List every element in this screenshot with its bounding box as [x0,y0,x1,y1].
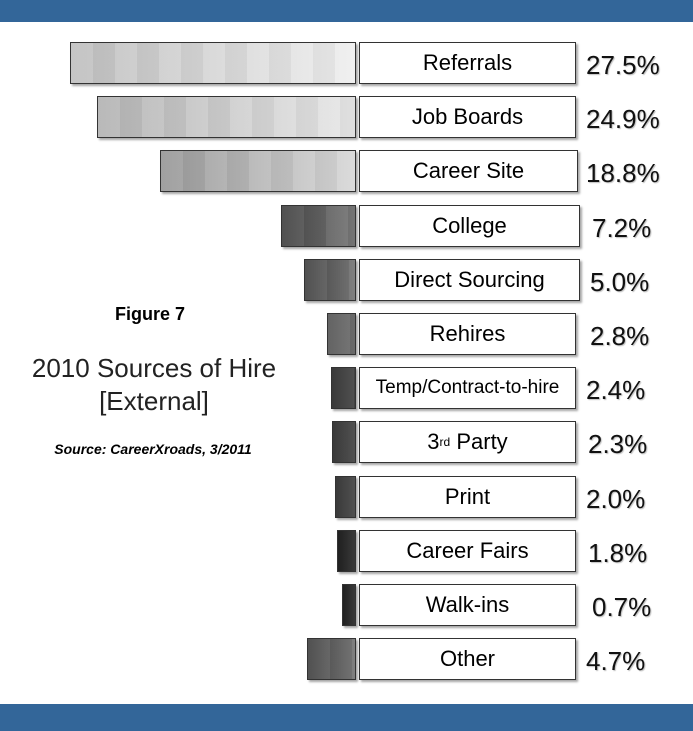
value-label: 2.0% [586,483,646,514]
bar-direct-sourcing [304,259,356,301]
bar-referrals [70,42,356,84]
category-label: Job Boards [359,96,576,138]
value-label: 27.5% [586,49,660,80]
chart-title: 2010 Sources of Hire [External] [0,352,308,418]
bar-walk-ins [342,584,356,626]
bar-college [281,205,356,247]
value-label: 2.8% [590,320,650,351]
bar-print [335,476,356,518]
value-label: 2.4% [586,374,646,405]
figure-label: Figure 7 [114,304,185,324]
chart-title-line1: 2010 Sources of Hire [31,353,277,383]
value-label: 2.3% [588,428,648,459]
source-note: Source: CareerXroads, 3/2011 [54,441,252,457]
bar-other [307,638,356,680]
category-label: Career Site [359,150,578,192]
bottom-band [0,704,693,731]
value-label: 1.8% [588,537,648,568]
bar-career-fairs [337,530,356,572]
top-band [0,0,693,22]
bar-career-site [160,150,356,192]
category-label: Temp/Contract-to-hire [359,367,576,409]
value-label: 18.8% [586,157,660,188]
category-label: Career Fairs [359,530,576,572]
value-label: 7.2% [592,212,652,243]
bar-temp-contract-to-hire [331,367,356,409]
bar-3rd-party [332,421,356,463]
category-label: Walk-ins [359,584,576,626]
value-label: 4.7% [586,645,646,676]
value-label: 5.0% [590,266,650,297]
category-label: Direct Sourcing [359,259,580,301]
category-label: Rehires [359,313,576,355]
bar-job-boards [97,96,356,138]
chart-title-line2: [External] [99,386,209,416]
value-label: 24.9% [586,103,660,134]
category-label: Referrals [359,42,576,84]
category-label: Print [359,476,576,518]
bar-rehires [327,313,356,355]
value-label: 0.7% [592,591,652,622]
category-label: College [359,205,580,247]
category-label: Other [359,638,576,680]
